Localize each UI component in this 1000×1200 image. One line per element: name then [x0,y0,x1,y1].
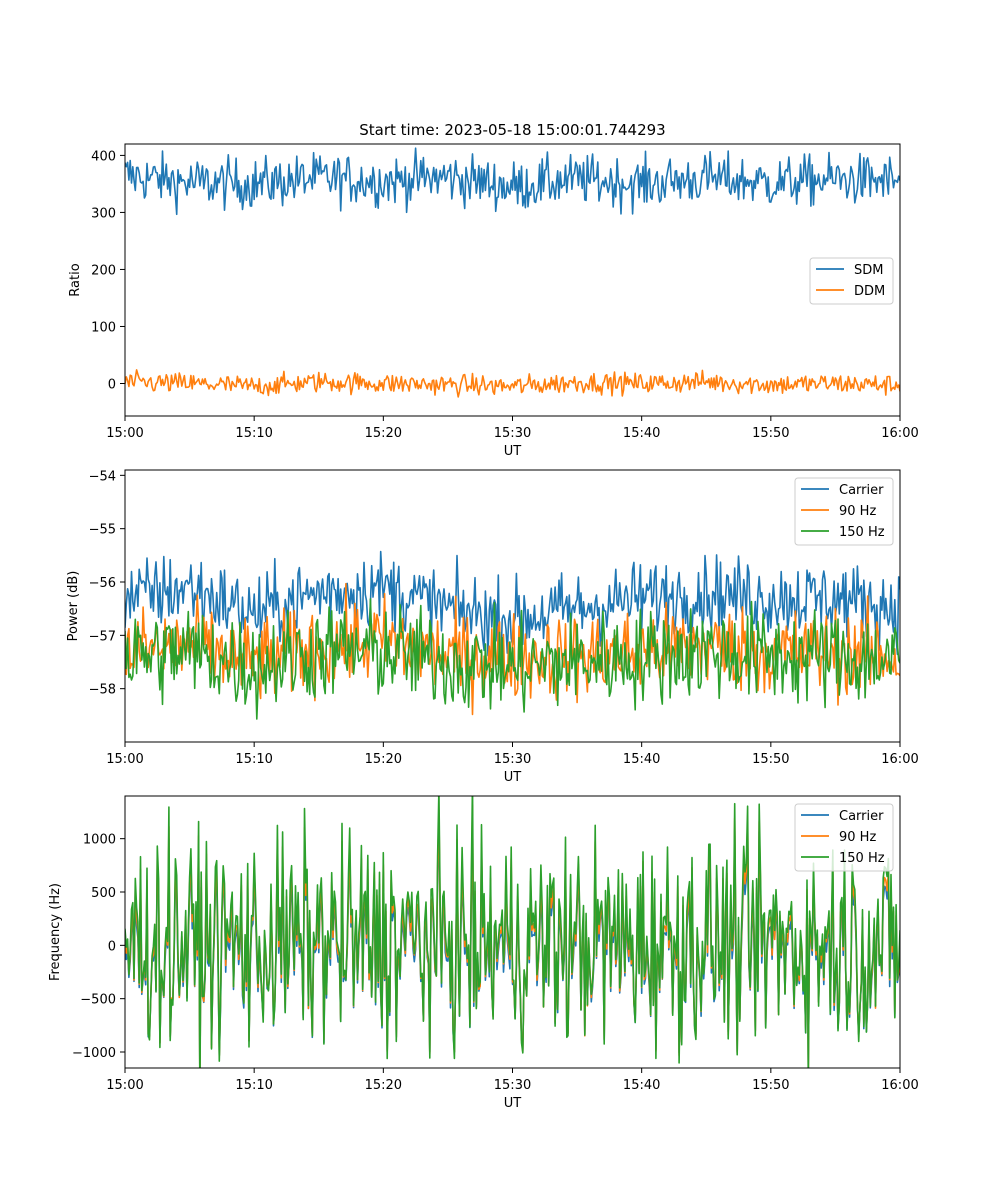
legend-frame [794,477,894,546]
y-tick-label: 400 [91,149,116,164]
legend-entry: 90 Hz [839,504,876,519]
y-tick-label: −55 [89,523,116,538]
x-tick-label: 16:00 [881,752,918,767]
x-tick-label: 15:20 [365,426,402,441]
legend: Carrier 90 Hz 150 Hz [794,803,894,872]
y-tick-label: 300 [91,206,116,221]
legend-entry: Carrier [839,809,884,824]
legend: SDM DDM [809,257,894,305]
x-axis-label: UT [504,444,522,459]
x-tick-label: 15:30 [494,426,531,441]
y-tick-label: 100 [91,320,116,335]
x-tick-label: 15:00 [106,426,143,441]
y-tick-label: −57 [89,629,116,644]
y-tick-label: 0 [108,377,116,392]
x-tick-label: 15:40 [623,752,660,767]
x-axis-label: UT [504,1096,522,1111]
legend: Carrier 90 Hz 150 Hz [794,477,894,546]
x-tick-label: 15:00 [106,1078,143,1093]
series-line-sdm [125,147,900,216]
x-tick-label: 15:20 [365,1078,402,1093]
chart-title: Start time: 2023-05-18 15:00:01.744293 [359,121,665,139]
panel-1: 15:00 15:10 15:20 15:30 15:40 15:50 16:00 0 100 2… [68,121,919,459]
y-tick-label: 200 [91,263,116,278]
series-group [125,147,900,398]
x-tick-label: 15:30 [494,1078,531,1093]
panel-2: 15:00 15:10 15:20 15:30 15:40 15:50 16:00 −58 −5… [66,469,919,785]
x-tick-label: 15:50 [752,426,789,441]
legend-frame [794,803,894,872]
y-tick-label: 1000 [83,833,116,848]
y-tick-label: −56 [89,576,116,591]
x-axis-label: UT [504,770,522,785]
x-tick-label: 15:50 [752,752,789,767]
series-line-150-hz [125,796,900,1068]
y-tick-label: −58 [89,683,116,698]
series-group [125,550,900,720]
series-line-90-hz [125,582,900,716]
y-tick-label: 0 [108,939,116,954]
panel-3: 15:00 15:10 15:20 15:30 15:40 15:50 16:00 −1000… [48,795,919,1111]
x-tick-label: 15:10 [235,1078,272,1093]
legend-entry: 150 Hz [839,851,885,866]
x-tick-label: 15:40 [623,1078,660,1093]
x-tick-label: 15:40 [623,426,660,441]
y-axis-label: Power (dB) [66,571,81,642]
y-axis-label: Frequency (Hz) [48,883,63,981]
x-tick-label: 15:00 [106,752,143,767]
x-tick-label: 15:10 [235,426,272,441]
x-tick-label: 15:20 [365,752,402,767]
x-tick-label: 15:10 [235,752,272,767]
x-tick-label: 15:50 [752,1078,789,1093]
legend-entry: 150 Hz [839,525,885,540]
y-tick-label: −1000 [72,1046,116,1061]
x-tick-label: 15:30 [494,752,531,767]
legend-entry: 90 Hz [839,830,876,845]
x-tick-label: 16:00 [881,1078,918,1093]
legend-entry: DDM [854,284,885,299]
series-line-ddm [125,369,900,398]
legend-entry: Carrier [839,483,884,498]
y-tick-label: −500 [80,993,116,1008]
y-axis-label: Ratio [68,263,83,296]
series-line-150-hz [125,598,900,720]
y-tick-label: 500 [91,886,116,901]
x-tick-label: 16:00 [881,426,918,441]
legend-entry: SDM [854,263,883,278]
y-tick-label: −54 [89,469,116,484]
series-group [125,796,900,1068]
